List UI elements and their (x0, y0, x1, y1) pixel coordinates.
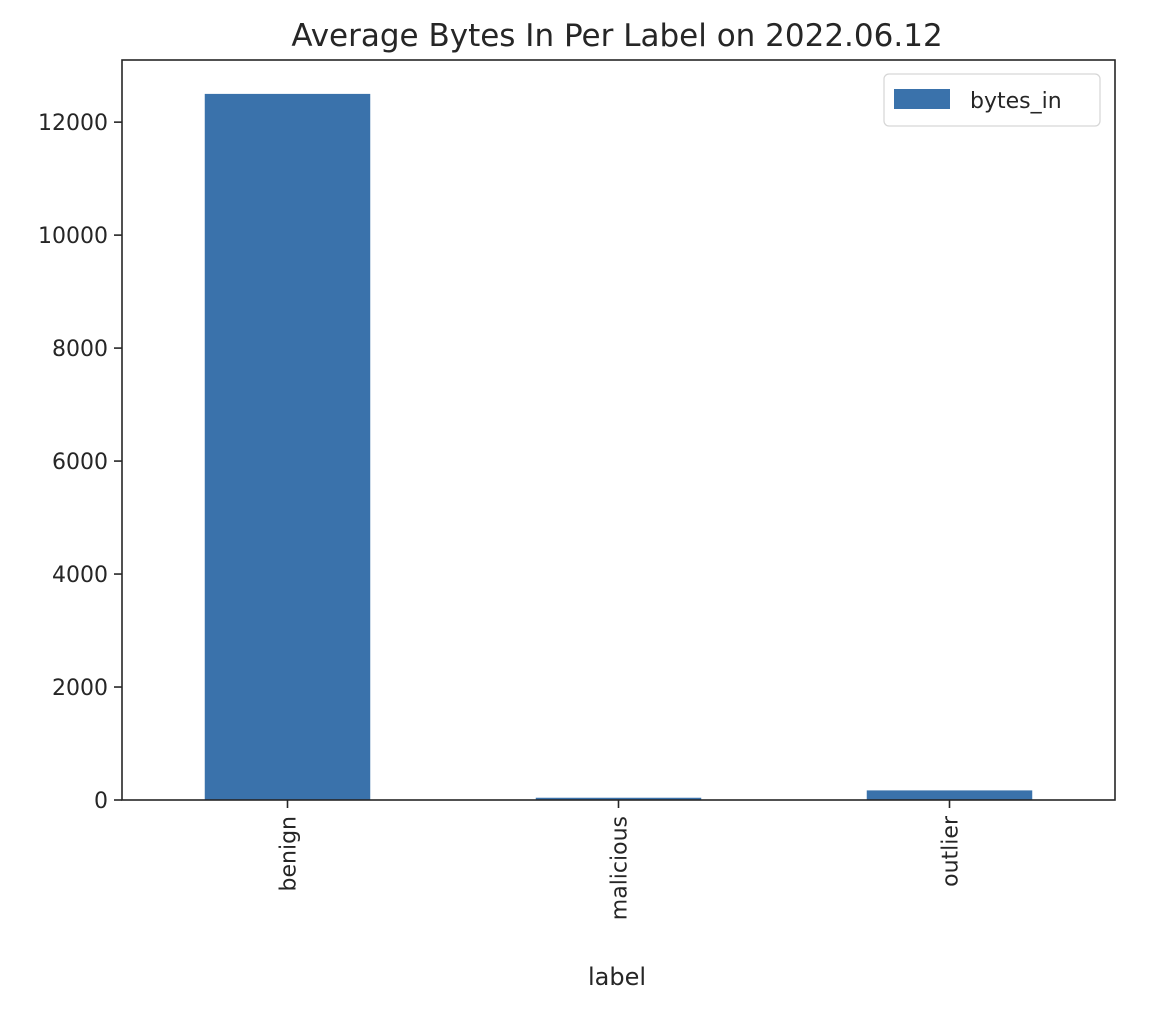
plot-frame (121, 59, 1116, 801)
bar-malicious (535, 797, 702, 800)
y-tick-label: 0 (94, 789, 108, 814)
x-axis-label: label (588, 963, 646, 991)
legend-box (883, 73, 1101, 127)
x-tick-label: benign (277, 816, 302, 891)
y-tick-label: 4000 (52, 563, 108, 588)
y-tick-label: 12000 (38, 111, 108, 136)
y-tick-label: 8000 (52, 337, 108, 362)
legend: bytes_in (883, 73, 1101, 127)
x-tick-label: outlier (939, 815, 964, 887)
y-axis: 0 2000 4000 6000 8000 10000 12000 (38, 111, 122, 814)
x-tick-label: malicious (608, 816, 633, 920)
y-tick-label: 2000 (52, 676, 108, 701)
bar-outlier (866, 790, 1033, 800)
legend-swatch (894, 89, 950, 109)
chart-title: Average Bytes In Per Label on 2022.06.12 (291, 18, 942, 54)
legend-label: bytes_in (970, 89, 1062, 114)
bars-group (204, 93, 1033, 800)
bar-benign (204, 93, 371, 800)
y-tick-label: 6000 (52, 450, 108, 475)
x-axis: benign malicious outlier (277, 800, 964, 920)
y-tick-label: 10000 (38, 224, 108, 249)
